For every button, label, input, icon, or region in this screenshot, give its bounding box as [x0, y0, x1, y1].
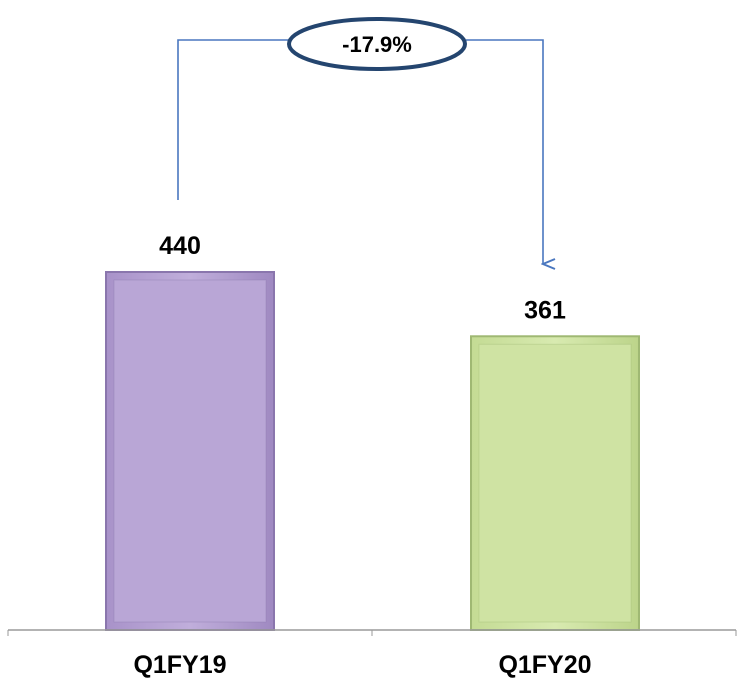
change-connector-arrow	[177, 39, 543, 264]
change-ellipse	[287, 17, 467, 71]
data-label-q1fy19: 440	[159, 232, 201, 260]
data-label-q1fy20: 361	[524, 296, 566, 324]
bar-q1fy20	[470, 335, 640, 631]
change-annotation: -17.9%	[177, 17, 543, 264]
bar-q1fy19	[105, 271, 275, 631]
bar-bevel	[113, 279, 267, 623]
category-label-q1fy19: Q1FY19	[133, 651, 226, 679]
change-percent-label: -17.9%	[342, 32, 412, 57]
category-label-q1fy20: Q1FY20	[498, 651, 591, 679]
bar-bevel	[478, 343, 632, 623]
